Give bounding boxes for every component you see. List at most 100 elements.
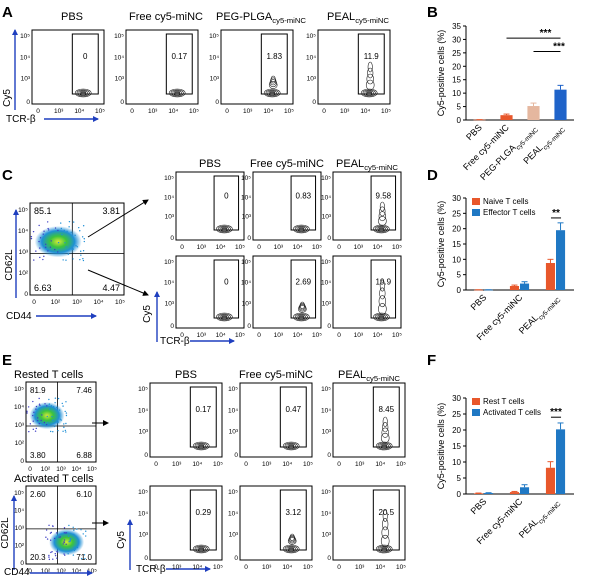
- panel-a-population: [78, 90, 88, 96]
- chart-b-sig-label: ***: [540, 28, 552, 39]
- panel-e-row1-population-spread: [382, 416, 388, 427]
- panel-c-row1-ytick: 0: [247, 235, 251, 242]
- panel-c-row2-xtick: 10⁵: [392, 332, 402, 339]
- panel-e-row1-population: [375, 441, 393, 451]
- panel-e-rested-quad-ur: 7.46: [76, 386, 92, 395]
- panel-c-xlabel: TCR-β: [160, 336, 190, 347]
- panel-c-row2-ytick: 0: [247, 323, 251, 330]
- panel-e-rested-dot: [56, 421, 58, 423]
- panel-e-rested-dot: [43, 421, 46, 424]
- panel-c-row1-gate: [370, 175, 397, 231]
- panel-e-activated-dot: [54, 554, 57, 557]
- panel-c-arrow-lower: [87, 269, 149, 296]
- panel-e-row2-xtick: 10⁵: [396, 564, 406, 571]
- panel-e-rested-dot: [54, 402, 56, 404]
- panel-c-row2-ytick: 10⁴: [241, 280, 251, 287]
- panel-c-row2-population: [293, 312, 310, 322]
- panel-c-dot: [47, 227, 49, 230]
- panel-e-activated-quad-ytick: 0: [20, 560, 24, 567]
- panel-e-activated-quad-ytick: 10³: [15, 525, 25, 532]
- panel-e-row2-population: [377, 545, 391, 553]
- panel-e-rested-quad-frame: [25, 381, 97, 463]
- panel-e-rested-quad-xtick: 10³: [56, 466, 66, 473]
- panel-e-row1-population-spread: [382, 422, 389, 433]
- panel-e-row2-population: [198, 547, 205, 551]
- chart-d-sig-label: **: [552, 208, 560, 219]
- panel-e-row1-plot-0: 0 10³ 10⁴ 10⁵ 0 10³ 10⁴ 10⁵ 0.17: [138, 382, 223, 468]
- panel-e-rested-quad-lr: 6.88: [76, 451, 92, 460]
- panel-e-row1-xtick: 10⁵: [213, 461, 223, 468]
- panel-a-title-0: PBS: [61, 11, 83, 23]
- panel-e-activated-dot: [63, 541, 65, 543]
- panel-e-rested-dot: [40, 419, 42, 422]
- panel-c-row1-gate-value: 9.58: [376, 192, 392, 201]
- chart-d-legend-swatch: [472, 198, 480, 205]
- panel-c-dot: [76, 246, 79, 248]
- panel-c-quad-xtick: 10²: [51, 299, 61, 306]
- panel-e-rested-dot: [65, 431, 67, 433]
- panel-a-xtick: 10⁴: [74, 108, 84, 115]
- panel-e-row2-ytick: 0: [327, 555, 331, 562]
- panel-e-activated-dot: [48, 524, 50, 527]
- panel-c-row1-gate: [290, 175, 317, 231]
- panel-c-dot: [60, 222, 62, 224]
- panel-c-dot: [32, 230, 35, 233]
- panel-e-row2-population-spread: [288, 536, 296, 544]
- panel-c-row2-population-spread: [299, 301, 305, 310]
- chart-b-ytick-label: 5: [457, 103, 462, 112]
- panel-c-dot: [68, 220, 71, 223]
- panel-c-row1-plot-0: 0 10³ 10⁴ 10⁵ 0 10³ 10⁴ 10⁵ 0: [164, 171, 245, 251]
- panel-c-dot: [47, 229, 50, 231]
- panel-a-population: [267, 90, 277, 96]
- panel-e-rested-dot: [46, 405, 48, 407]
- panel-e-row2-population: [196, 546, 206, 552]
- panel-e-rested-dot: [35, 427, 37, 430]
- panel-e-row2-xtick: 10⁴: [282, 564, 292, 571]
- panel-e-rested-dot: [61, 402, 63, 405]
- panel-c-row2-population: [219, 314, 230, 320]
- panel-e-activated-dot: [72, 526, 74, 528]
- panel-c-row2-gate: [370, 259, 397, 319]
- panel-e-rested-quad-ytick: 0: [20, 458, 24, 465]
- panel-e-rested-dot: [64, 429, 67, 432]
- panel-e-rested-quad-ll: 3.80: [30, 451, 46, 460]
- panel-e-rested-dot: [65, 414, 68, 417]
- panel-c-row2-population: [221, 315, 228, 319]
- panel-e-row1-population: [381, 444, 388, 448]
- panel-e-row2-population-spread: [382, 509, 388, 522]
- panel-c-quad-ytick: 0: [24, 291, 28, 298]
- panel-c-row1-plot-2: 0 10³ 10⁴ 10⁵ 0 10³ 10⁴ 10⁵ 9.58: [321, 171, 402, 251]
- panel-e-row2-population: [375, 544, 393, 554]
- panel-e-row1-xtick: 0: [154, 461, 158, 468]
- panel-e-rested-dot: [33, 411, 35, 413]
- panel-e-row2-xtick: 10³: [172, 564, 182, 571]
- panel-c-row2-xtick: 0: [257, 332, 261, 339]
- panel-a-plot-2: 0 10³ 10⁴ 10⁵ 0 10³ 10⁴ 10⁵ 1.83: [209, 29, 294, 115]
- panel-c-quad-ur: 3.81: [102, 206, 120, 216]
- panel-c-dot: [60, 227, 63, 230]
- panel-e-row2-ytick: 10⁴: [228, 510, 238, 517]
- panel-a-ytick: 10⁵: [20, 33, 30, 40]
- chart-b: B 0 5 10 15 20 25 30 35 Cy5-positive cells (%) PBS…: [427, 4, 574, 182]
- panel-e-rested-dot: [37, 419, 39, 422]
- panel-c-row2-ytick: 0: [170, 323, 174, 330]
- panel-e-row2-xtick: 10⁴: [192, 564, 202, 571]
- panel-e-rested-dot: [53, 425, 56, 428]
- panel-c-quad-ytick: 10⁵: [18, 207, 28, 214]
- panel-c-row1-plot-frame: [252, 171, 322, 241]
- panel-e-header-2: PEALcy5-miNC: [338, 369, 400, 383]
- panel-e-row1-population: [194, 442, 208, 450]
- panel-c-dot: [72, 258, 74, 260]
- panel-c-row2-ytick: 10⁵: [241, 259, 251, 266]
- panel-e-xlabel: TCR-β: [136, 564, 166, 575]
- panel-e-activated-quad-ytick: 10²: [15, 543, 25, 550]
- panel-c-dot: [30, 236, 33, 238]
- chart-b-ytick-label: 0: [457, 116, 462, 125]
- panel-e-row1-gate-value: 0.17: [195, 405, 211, 414]
- panel-a-xtick: 10⁴: [263, 108, 273, 115]
- panel-e-activated-dot: [85, 530, 87, 532]
- panel-e-activated-dot: [63, 539, 66, 541]
- panel-e-row2-population-spread: [289, 533, 295, 542]
- panel-e-activated-dot: [49, 539, 52, 541]
